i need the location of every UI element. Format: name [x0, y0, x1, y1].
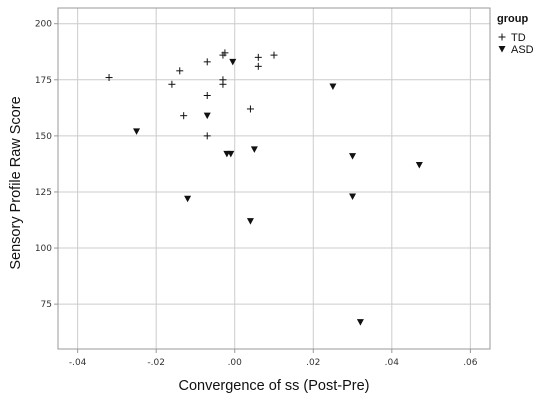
x-tick-label: .00 — [228, 358, 243, 368]
td-data-point — [203, 91, 211, 99]
legend-title: group — [497, 13, 528, 25]
legend-label-asd: ASD — [511, 44, 534, 56]
y-tick-label: 175 — [35, 76, 52, 86]
td-data-point — [254, 62, 262, 70]
asd-data-point — [227, 150, 235, 158]
td-data-point — [254, 53, 262, 61]
asd-data-point — [349, 153, 357, 160]
td-data-point — [221, 49, 229, 57]
td-data-point — [246, 105, 254, 113]
td-data-point — [176, 67, 184, 75]
asd-data-point — [133, 128, 141, 135]
x-tick-label: -.04 — [69, 358, 87, 368]
plot-frame — [57, 7, 491, 350]
x-tick-label: .02 — [306, 358, 320, 368]
x-tick-label: .04 — [385, 358, 400, 368]
asd-data-point — [184, 195, 192, 203]
y-axis-title: Sensory Profile Raw Score — [8, 96, 24, 269]
asd-data-point — [203, 112, 211, 120]
asd-data-point — [349, 193, 357, 200]
x-tick-label: .06 — [463, 358, 478, 368]
grid-lines — [58, 8, 490, 349]
legend-marker-td — [498, 33, 506, 41]
legend-label-td: TD — [511, 32, 526, 44]
td-data-point — [270, 51, 278, 59]
legend-marker-asd — [498, 46, 506, 53]
asd-data-point — [246, 218, 254, 225]
axis-ticks: -.04 -.02 .00 .02 .04 .06 75 100 125 150 175 200 — [35, 20, 478, 368]
td-data-point — [180, 112, 188, 120]
asd-data-point — [356, 319, 364, 326]
data-points — [105, 49, 423, 326]
x-axis-title: Convergence of ss (Post-Pre) — [179, 378, 370, 394]
td-data-point — [203, 132, 211, 140]
asd-data-point — [250, 146, 258, 153]
y-tick-label: 125 — [35, 188, 52, 198]
y-tick-label: 200 — [35, 20, 52, 30]
asd-data-point — [229, 58, 237, 66]
asd-data-point — [415, 162, 423, 169]
asd-data-point — [329, 83, 337, 91]
y-tick-label: 75 — [41, 300, 52, 310]
td-data-point — [168, 80, 176, 88]
y-tick-label: 100 — [35, 244, 52, 254]
x-tick-label: -.02 — [147, 358, 165, 368]
td-data-point — [219, 76, 227, 84]
y-tick-label: 150 — [35, 132, 52, 142]
td-data-point — [203, 58, 211, 66]
td-data-point — [105, 74, 113, 82]
